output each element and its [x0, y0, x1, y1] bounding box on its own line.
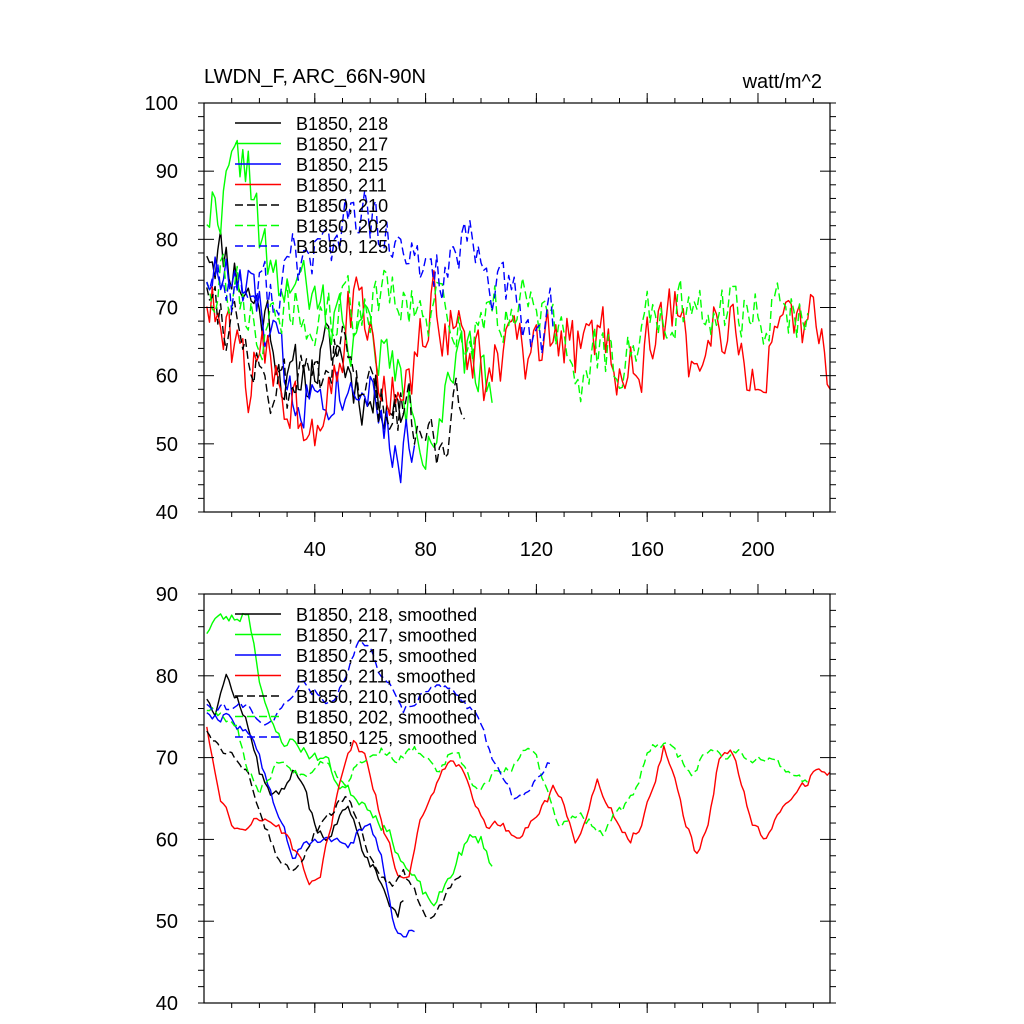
series-line-top-6: [206, 190, 554, 355]
legend-label: B1850, 217, smoothed: [296, 626, 477, 646]
series-line-bottom-6: [206, 639, 554, 800]
legend-label: B1850, 210: [296, 196, 388, 216]
x-tick-label: 200: [741, 539, 774, 561]
x-tick-label: 80: [414, 539, 436, 561]
legend-label: B1850, 202: [296, 217, 388, 237]
series-line-bottom-0: [206, 673, 404, 918]
legend-label: B1850, 215, smoothed: [296, 646, 477, 666]
legend-label: B1850, 202, smoothed: [296, 708, 477, 728]
legend-label: B1850, 210, smoothed: [296, 687, 477, 707]
x-tick-label: 40: [304, 539, 326, 561]
series-line-bottom-3: [206, 726, 831, 886]
y-tick-label: 100: [145, 93, 178, 115]
x-tick-label: 120: [520, 539, 553, 561]
chart-title-right: watt/m^2: [742, 71, 822, 93]
legend-label: B1850, 215: [296, 155, 388, 175]
legend-label: B1850, 125, smoothed: [296, 728, 477, 748]
series-line-bottom-1: [206, 612, 493, 907]
legend-label: B1850, 211, smoothed: [296, 667, 476, 687]
legend-label: B1850, 218, smoothed: [296, 605, 477, 625]
plot-frame: [203, 593, 831, 1004]
y-tick-label: 50: [156, 911, 178, 933]
y-tick-label: 50: [156, 434, 178, 456]
y-tick-label: 40: [156, 993, 178, 1015]
y-tick-label: 80: [156, 666, 178, 688]
y-tick-label: 60: [156, 366, 178, 388]
x-tick-label: 160: [630, 539, 663, 561]
legend-label: B1850, 218: [296, 114, 388, 134]
legend-label: B1850, 217: [296, 135, 388, 155]
series-line-bottom-5: [206, 707, 809, 837]
series-line-top-2: [206, 256, 416, 484]
y-tick-label: 60: [156, 829, 178, 851]
series-line-top-0: [206, 229, 405, 430]
series-line-top-3: [206, 270, 831, 447]
legend-label: B1850, 125: [296, 237, 388, 257]
y-tick-label: 70: [156, 748, 178, 770]
series-line-top-5: [206, 253, 809, 403]
y-tick-label: 90: [156, 584, 178, 606]
series-line-bottom-2: [206, 712, 415, 938]
y-tick-label: 80: [156, 229, 178, 251]
top-panel: 40 50 60 70 80 90 100 40 80 120 160 200 LWDN_F, ARC_…: [145, 66, 836, 561]
legend-label: B1850, 211: [296, 176, 387, 196]
y-tick-label: 70: [156, 298, 178, 320]
series-line-top-4: [206, 285, 466, 465]
y-tick-label: 40: [156, 502, 178, 524]
series-line-top-1: [206, 139, 493, 470]
y-tick-label: 90: [156, 161, 178, 183]
chart-title-left: LWDN_F, ARC_66N-90N: [204, 66, 426, 88]
